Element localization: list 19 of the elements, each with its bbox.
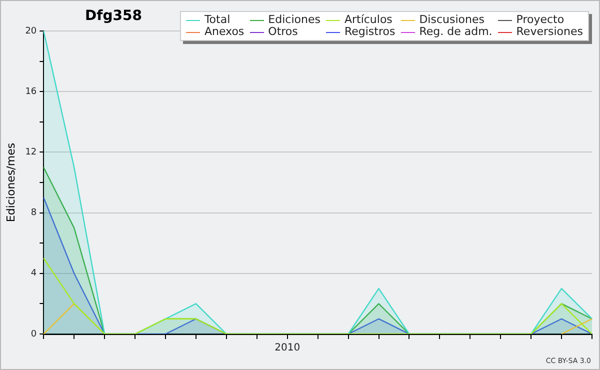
y-tick-label: 4 xyxy=(30,268,37,279)
chart-title: Dfg358 xyxy=(85,8,142,24)
legend-label: Reversiones xyxy=(515,25,583,38)
legend-label: Total xyxy=(203,13,232,26)
y-tick-label: 12 xyxy=(25,148,37,158)
legend-label: Discusiones xyxy=(418,13,486,26)
y-axis-title: Ediciones/mes xyxy=(4,142,18,222)
legend-label: Otros xyxy=(267,25,299,38)
y-tick-label: 20 xyxy=(25,26,37,36)
y-tick-label: 0 xyxy=(30,329,37,340)
legend-label: Anexos xyxy=(203,25,244,38)
legend-label: Artículos xyxy=(343,13,394,26)
x-tick-label: 2010 xyxy=(274,342,300,354)
legend-label: Proyecto xyxy=(515,13,566,26)
legend-label: Reg. de adm. xyxy=(418,25,492,38)
y-tick-label: 8 xyxy=(30,208,37,218)
y-tick-label: 16 xyxy=(25,86,37,97)
legend-label: Registros xyxy=(343,25,396,38)
legend-label: Ediciones xyxy=(267,13,320,26)
